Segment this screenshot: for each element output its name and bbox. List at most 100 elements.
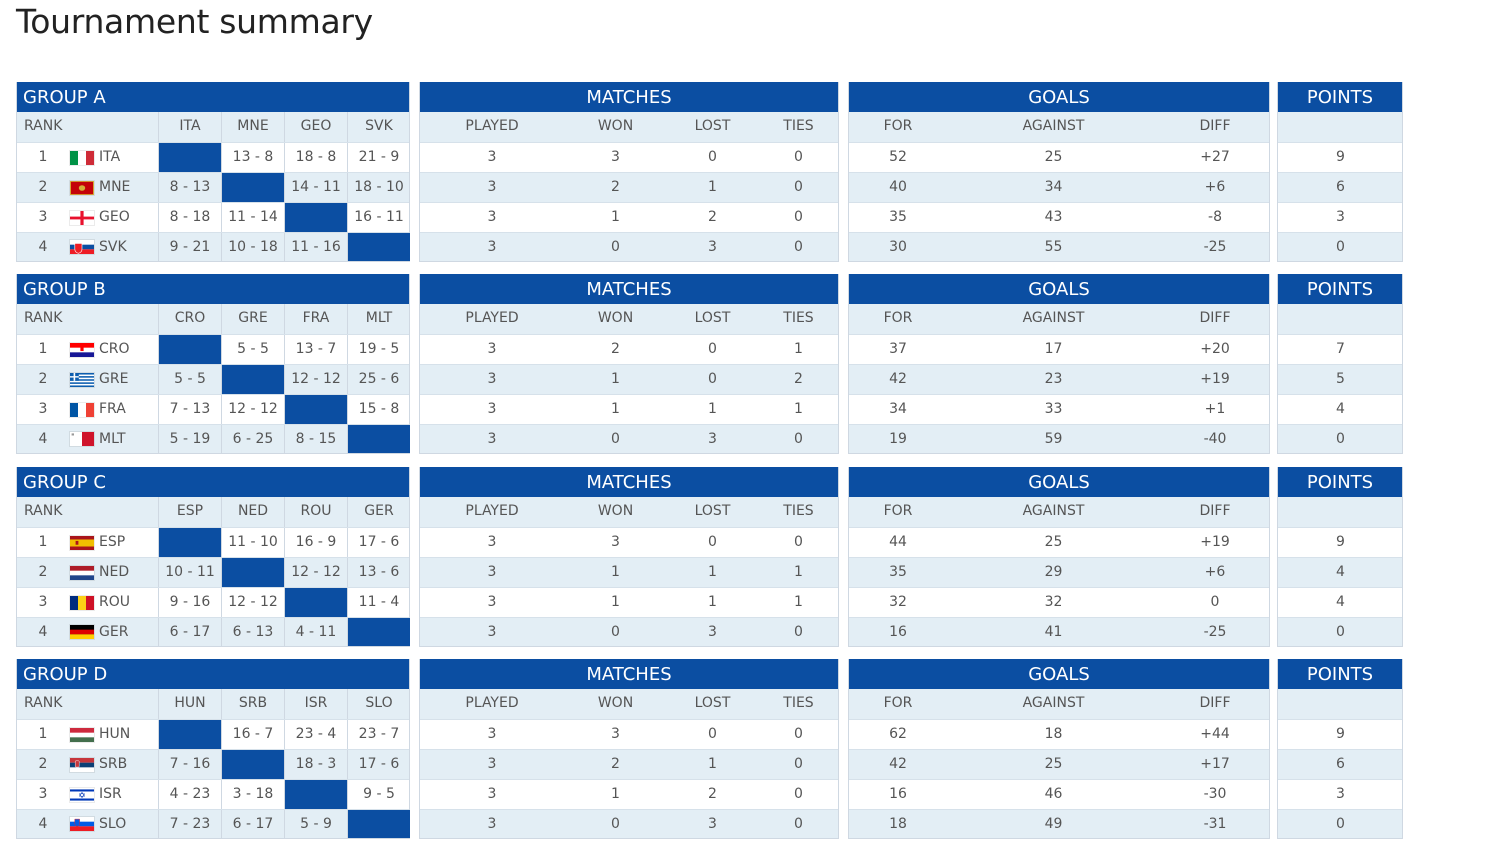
- match-result: 13 - 8: [221, 143, 284, 172]
- for-label: FOR: [883, 310, 913, 326]
- team-row: 4 SVK 9 - 21 10 - 18 11 - 16: [17, 232, 410, 261]
- won-value: 1: [611, 401, 620, 417]
- played-value: 3: [487, 209, 497, 225]
- goals-panel: GOALS FOR AGAINST DIFF 62 18 +44 42 25 +17 16 46 -30…: [848, 659, 1270, 839]
- match-result: 9 - 21: [158, 233, 221, 261]
- ties-value: 1: [794, 401, 803, 417]
- ties-label: TIES: [783, 695, 814, 711]
- opponent-column-header: NED: [221, 497, 284, 527]
- match-result: 10 - 11: [158, 558, 221, 587]
- matches-row: 3 2 0 1: [420, 334, 838, 364]
- won-value: 0: [611, 816, 620, 832]
- team-code: ITA: [99, 149, 121, 165]
- match-result: 3 - 18: [221, 780, 284, 809]
- team-name: NED: [69, 558, 158, 587]
- goals-diff-value: -31: [1203, 816, 1227, 832]
- team-code: ESP: [99, 534, 126, 550]
- team-row: 4 SLO 7 - 23 6 - 17 5 - 9: [17, 809, 410, 838]
- points-value: 0: [1336, 239, 1345, 255]
- team-code: SRB: [99, 756, 128, 772]
- matches-row: 3 3 0 0: [420, 527, 838, 557]
- self-match-cell: [347, 618, 410, 646]
- team-name: ISR: [69, 780, 158, 809]
- self-match-cell: [347, 233, 410, 261]
- goals-against-value: 46: [1044, 786, 1063, 802]
- team-row: 2 GRE 5 - 5 12 - 12 25 - 6: [17, 364, 409, 394]
- italy-flag-icon: [69, 149, 95, 166]
- points-row: 6: [1278, 172, 1402, 202]
- standings-subheader: RANK HUN SRB ISR SLO: [17, 689, 409, 719]
- against-label: AGAINST: [1022, 310, 1085, 326]
- team-rank: 2: [38, 756, 48, 772]
- opponent-column-header: ROU: [284, 497, 347, 527]
- won-value: 1: [611, 594, 620, 610]
- diff-label: DIFF: [1199, 118, 1231, 134]
- goals-against-value: 25: [1044, 149, 1063, 165]
- rank-label: RANK: [24, 310, 63, 326]
- match-result: 4 - 23: [158, 780, 221, 809]
- played-value: 3: [487, 341, 497, 357]
- points-row: 9: [1278, 719, 1402, 749]
- goals-diff-value: +1: [1204, 401, 1226, 417]
- netherlands-flag-icon: [69, 564, 95, 581]
- goals-subheader: FOR AGAINST DIFF: [849, 112, 1269, 142]
- points-row: 9: [1278, 142, 1402, 172]
- points-row: 0: [1278, 424, 1402, 453]
- matches-row: 3 0 3 0: [420, 617, 838, 646]
- match-result: 19 - 5: [347, 335, 410, 364]
- points-row: 7: [1278, 334, 1402, 364]
- team-name: FRA: [69, 395, 158, 424]
- slovakia-flag-icon: [69, 239, 95, 255]
- opponent-column-header: SLO: [347, 689, 410, 719]
- match-result: 12 - 12: [221, 395, 284, 424]
- team-rank: 4: [38, 816, 48, 832]
- points-value: 4: [1336, 401, 1345, 417]
- lost-value: 2: [708, 209, 717, 225]
- points-value: 4: [1336, 564, 1345, 580]
- goals-against-value: 34: [1044, 179, 1063, 195]
- match-result: 7 - 13: [158, 395, 221, 424]
- played-value: 3: [487, 726, 497, 742]
- rank-label: RANK: [24, 695, 63, 711]
- goals-against-value: 49: [1044, 816, 1063, 832]
- points-row: 4: [1278, 557, 1402, 587]
- match-result: 11 - 14: [221, 203, 284, 232]
- goals-diff-value: -8: [1208, 209, 1222, 225]
- match-result: 15 - 8: [347, 395, 410, 424]
- goals-against-value: 25: [1044, 534, 1063, 550]
- points-row: 0: [1278, 617, 1402, 646]
- won-value: 3: [611, 726, 620, 742]
- opponent-column-header: FRA: [284, 304, 347, 334]
- montenegro-flag-icon: [69, 179, 95, 196]
- team-code: GRE: [99, 371, 129, 387]
- team-rank: 3: [38, 209, 48, 225]
- won-label: WON: [597, 695, 634, 711]
- matches-header: MATCHES: [420, 659, 838, 689]
- won-value: 0: [611, 431, 620, 447]
- diff-label: DIFF: [1199, 503, 1231, 519]
- match-result: 6 - 17: [158, 618, 221, 646]
- matches-row: 3 3 0 0: [420, 142, 838, 172]
- for-label: FOR: [883, 118, 913, 134]
- lost-value: 1: [708, 401, 717, 417]
- goals-for-value: 44: [889, 534, 907, 550]
- team-code: HUN: [99, 726, 131, 742]
- ties-value: 1: [794, 594, 803, 610]
- goals-diff-value: -25: [1203, 624, 1227, 640]
- self-match-cell: [284, 203, 347, 232]
- rank-label: RANK: [24, 118, 63, 134]
- team-name: GRE: [69, 365, 158, 394]
- points-subheader: [1278, 304, 1402, 334]
- played-value: 3: [487, 179, 497, 195]
- match-result: 8 - 15: [284, 425, 347, 453]
- matches-row: 3 1 1 1: [420, 557, 838, 587]
- self-match-cell: [158, 528, 221, 557]
- goals-header: GOALS: [849, 82, 1269, 112]
- played-label: PLAYED: [465, 503, 519, 519]
- goals-diff-value: 0: [1210, 594, 1220, 610]
- matches-panel: MATCHES PLAYED WON LOST TIES 3 3 0 0 3 2 1 0 3 1 2 0 3 0 3 0: [419, 659, 839, 839]
- points-value: 5: [1336, 371, 1345, 387]
- goals-against-value: 25: [1044, 756, 1063, 772]
- team-name: SLO: [69, 810, 158, 838]
- goals-row: 42 25 +17: [849, 749, 1269, 779]
